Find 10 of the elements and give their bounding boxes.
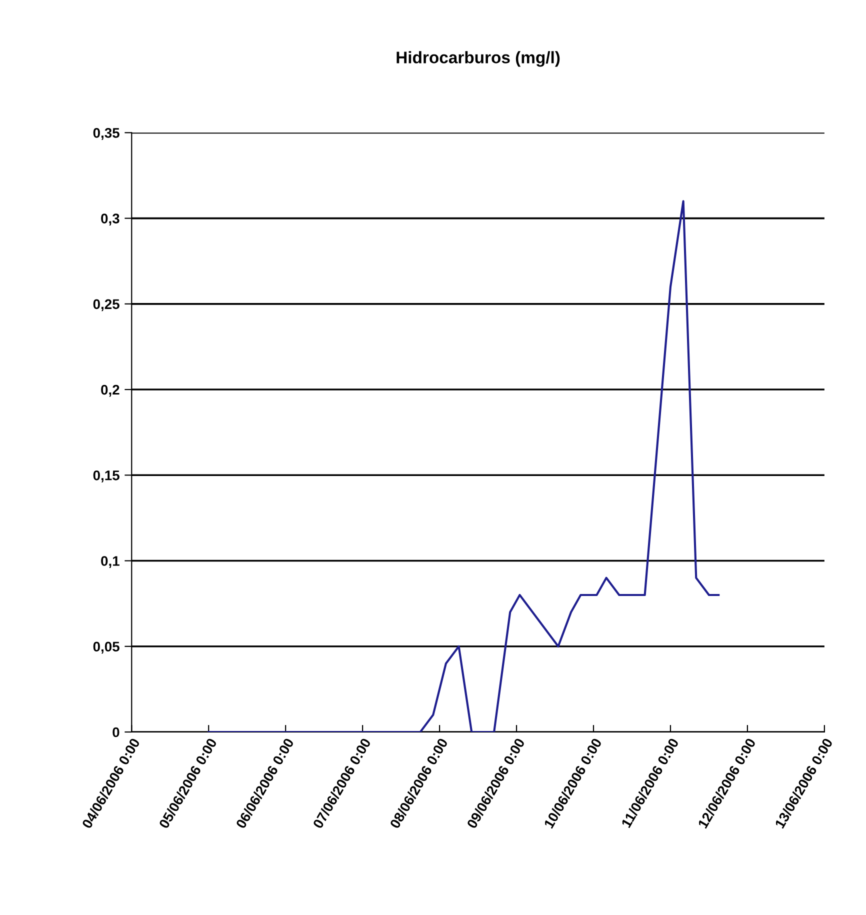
y-tick-label: 0: [112, 727, 120, 738]
y-tick-label: 0,15: [93, 470, 120, 482]
line-series: [208, 200, 720, 732]
y-tick-label: 0,3: [101, 214, 120, 226]
y-tick-label: 0,05: [93, 642, 120, 654]
chart-title: Hidrocarburos (mg/l): [396, 51, 560, 67]
y-tick-label: 0,25: [93, 299, 120, 312]
y-tick-label: 0,1: [101, 556, 120, 568]
y-tick-label: 0,2: [101, 384, 120, 397]
y-tick-label: 0,35: [93, 128, 120, 140]
